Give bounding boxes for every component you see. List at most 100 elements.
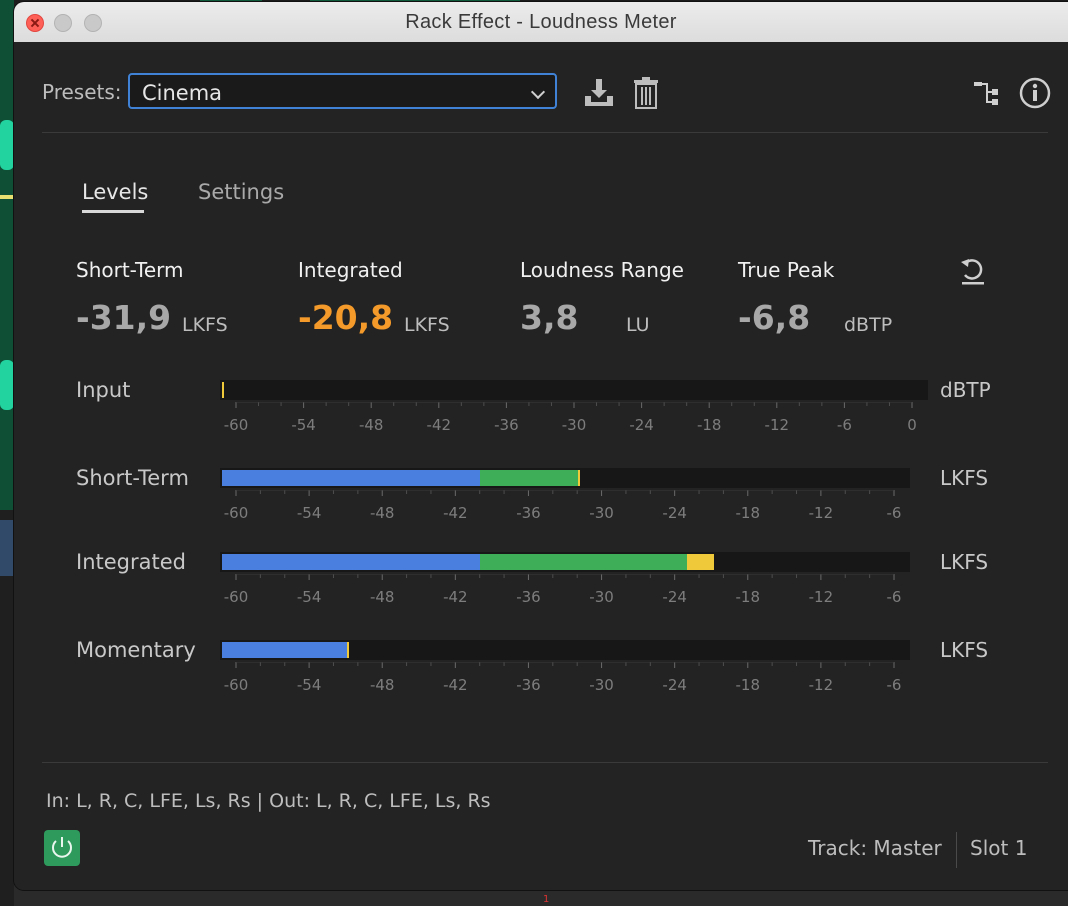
scale-label: -60: [223, 588, 249, 606]
scale-label: -42: [443, 676, 468, 694]
true-peak-unit: dBTP: [844, 314, 893, 336]
download-icon[interactable]: [582, 76, 616, 110]
scale-label: -18: [735, 588, 761, 606]
scale-label: -12: [764, 416, 790, 434]
scale-label: -30: [589, 676, 614, 694]
meter-bar-segment: [222, 554, 480, 570]
scale-label: -6: [836, 416, 852, 434]
scale-label: 0: [907, 416, 917, 434]
integrated-label: Integrated: [298, 258, 403, 282]
loudness-range-label: Loudness Range: [520, 258, 684, 282]
divider: [42, 132, 1048, 133]
scale-label: -42: [443, 504, 468, 522]
scale-label: -48: [369, 588, 395, 606]
momentary-meter-label: Momentary: [76, 638, 196, 662]
rack-effect-window: Rack Effect - Loudness Meter Presets: Ci…: [14, 2, 1068, 890]
scale-label: -24: [662, 676, 687, 694]
scale-label: -24: [629, 416, 654, 434]
scale-label: -54: [296, 504, 322, 522]
scale-label: -18: [735, 504, 761, 522]
input-meter: [220, 380, 928, 400]
scale-label: -36: [516, 504, 541, 522]
scale-label: -12: [808, 588, 834, 606]
scale-label: -60: [223, 504, 249, 522]
scale-label: -42: [426, 416, 452, 434]
close-window-button[interactable]: [26, 14, 44, 32]
scale-label: -48: [358, 416, 384, 434]
meter-bar-segment: [222, 470, 480, 486]
meter-peak-marker: [222, 382, 224, 398]
integrated-meter: [220, 552, 910, 572]
integrated-value: -20,8: [298, 298, 394, 337]
window-title: Rack Effect - Loudness Meter: [405, 11, 677, 33]
short-term-meter-label: Short-Term: [76, 466, 189, 490]
momentary-meter-ticks: [235, 662, 895, 668]
background-playhead-marker: 1: [543, 894, 550, 905]
scale-label: -24: [662, 504, 687, 522]
scale-label: -18: [735, 676, 761, 694]
scale-label: -48: [369, 504, 395, 522]
presets-label: Presets:: [42, 80, 122, 104]
minimize-window-button[interactable]: [54, 14, 72, 32]
tab-levels[interactable]: Levels: [82, 180, 149, 204]
scale-label: -42: [443, 588, 468, 606]
scale-label: -12: [808, 676, 834, 694]
loudness-meter-panel: Presets: Cinema: [14, 42, 1068, 890]
background-waveform: [0, 0, 14, 510]
scale-label: -60: [223, 676, 249, 694]
presets-selected-value: Cinema: [142, 81, 223, 105]
scale-label: -6: [886, 504, 902, 522]
scale-label: -54: [296, 676, 322, 694]
meter-peak-marker: [346, 642, 349, 658]
presets-dropdown[interactable]: Cinema: [128, 73, 557, 109]
meter-bar-segment: [479, 470, 579, 486]
scale-label: -24: [662, 588, 687, 606]
scale-label: -54: [291, 416, 316, 434]
input-meter-scale: -60 -54 -48 -42 -36 -30 -24 -18 -12 -6 0: [220, 416, 928, 434]
reset-icon[interactable]: [958, 256, 988, 286]
chevron-down-icon: [530, 84, 546, 100]
channel-routing-text: In: L, R, C, LFE, Ls, Rs | Out: L, R, C,…: [46, 790, 491, 812]
scale-label: -48: [369, 676, 395, 694]
meter-bar-segment: [686, 554, 714, 570]
scale-label: -54: [296, 588, 322, 606]
maximize-window-button[interactable]: [84, 14, 102, 32]
scale-label: -18: [696, 416, 722, 434]
integrated-meter-label: Integrated: [76, 550, 186, 574]
momentary-meter-scale: -60 -54 -48 -42 -36 -30 -24 -18 -12 -6: [220, 676, 910, 694]
momentary-meter: [220, 640, 910, 660]
true-peak-value: -6,8: [738, 298, 811, 337]
divider: [956, 832, 957, 868]
input-meter-unit: dBTP: [940, 378, 991, 402]
tab-settings[interactable]: Settings: [198, 180, 285, 204]
true-peak-label: True Peak: [738, 258, 835, 282]
short-term-meter-unit: LKFS: [940, 466, 989, 490]
active-tab-indicator: [82, 210, 144, 213]
integrated-unit: LKFS: [404, 314, 450, 336]
scale-label: -6: [886, 588, 902, 606]
short-term-label: Short-Term: [76, 258, 184, 282]
integrated-meter-scale: -60 -54 -48 -42 -36 -30 -24 -18 -12 -6: [220, 588, 910, 606]
short-term-meter-scale: -60 -54 -48 -42 -36 -30 -24 -18 -12 -6: [220, 504, 910, 522]
info-icon[interactable]: [1018, 76, 1052, 110]
routing-icon[interactable]: [972, 80, 1000, 108]
loudness-range-unit: LU: [626, 314, 650, 336]
scale-label: -30: [561, 416, 587, 434]
trash-icon[interactable]: [632, 76, 660, 110]
scale-label: -36: [494, 416, 519, 434]
momentary-meter-unit: LKFS: [940, 638, 989, 662]
title-bar[interactable]: Rack Effect - Loudness Meter: [14, 2, 1068, 43]
meter-bar-segment: [479, 554, 687, 570]
scale-label: -30: [589, 504, 614, 522]
input-meter-label: Input: [76, 378, 131, 402]
short-term-unit: LKFS: [182, 314, 228, 336]
meter-bar-segment: [222, 642, 347, 658]
power-button[interactable]: [44, 830, 80, 866]
divider: [42, 762, 1048, 763]
input-meter-ticks: [235, 402, 913, 408]
short-term-meter-ticks: [235, 490, 895, 496]
meter-peak-marker: [578, 470, 581, 486]
scale-label: -12: [808, 504, 834, 522]
scale-label: -30: [589, 588, 614, 606]
background-app: [0, 0, 14, 906]
